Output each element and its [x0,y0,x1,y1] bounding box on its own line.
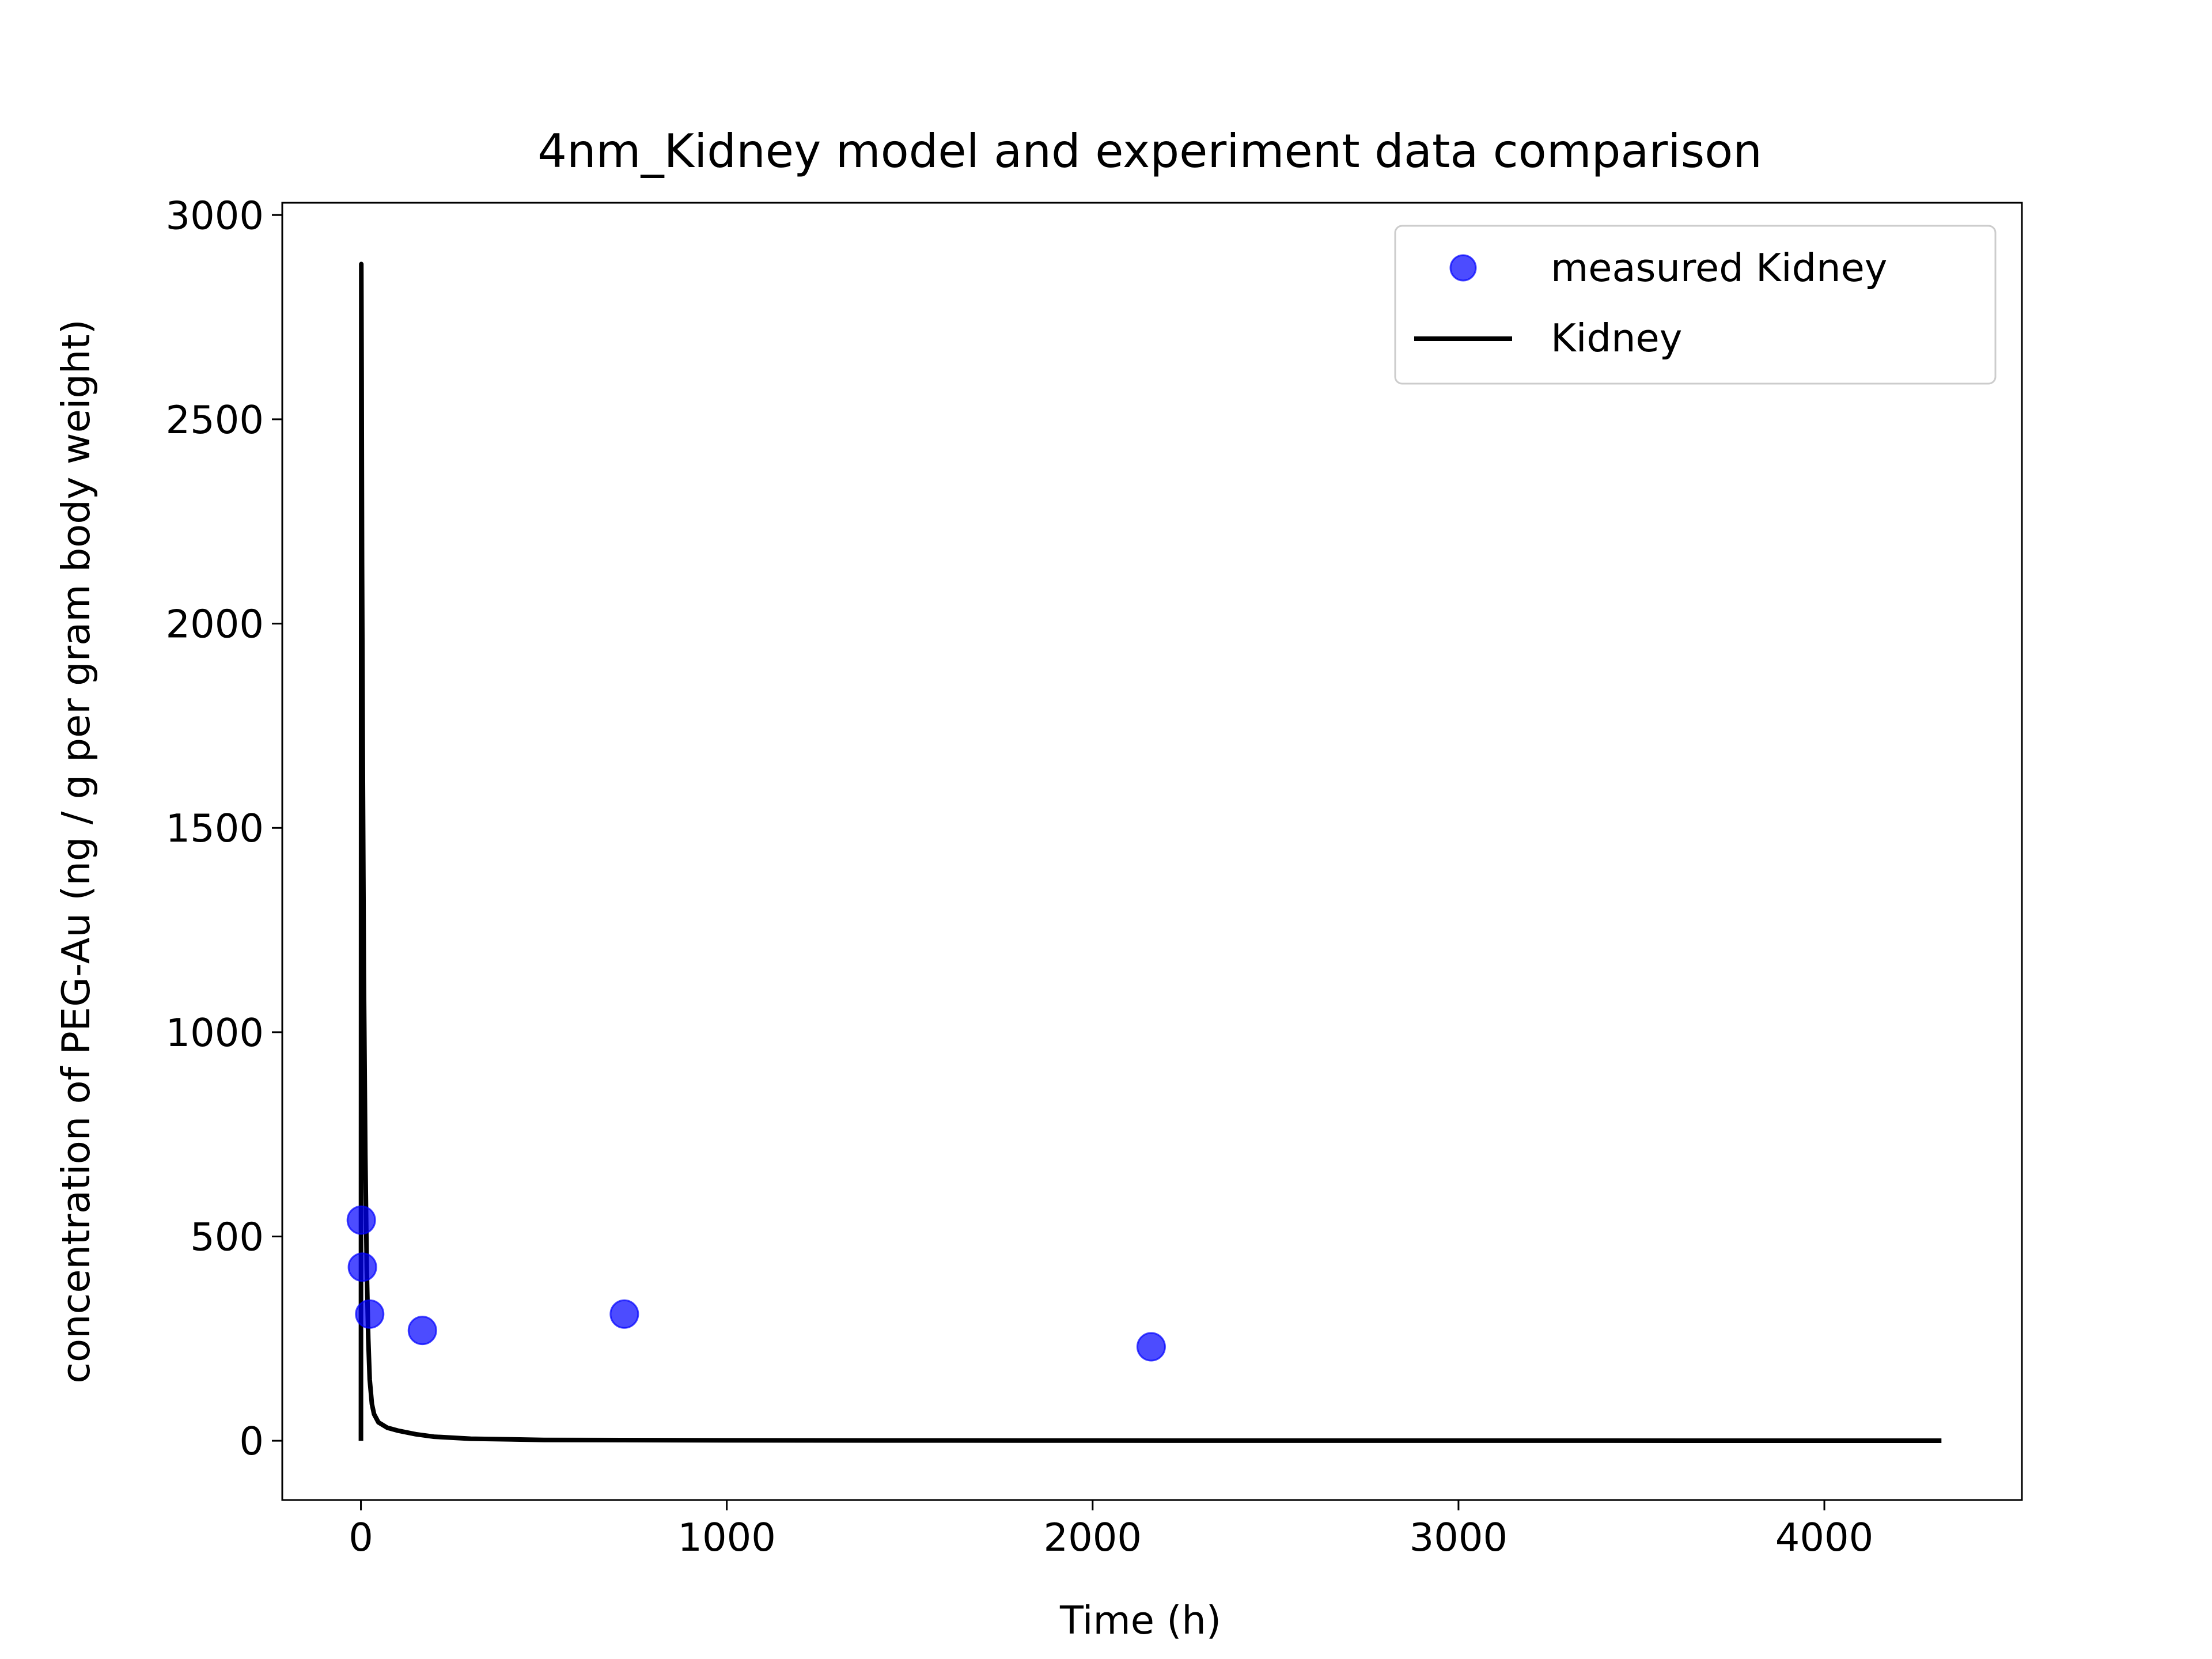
y-tick-label: 1500 [165,806,264,851]
legend: measured Kidney Kidney [1394,225,1997,385]
x-axis-title: Time (h) [1059,1598,1221,1643]
legend-marker-measured-kidney [1449,254,1477,282]
plot-background [282,203,2022,1500]
data-point-measured-kidney [347,1252,377,1282]
x-tick-label: 0 [349,1515,373,1560]
y-tick-label: 2000 [165,602,264,647]
x-tick-label: 2000 [1044,1515,1142,1560]
y-tick-label: 1000 [165,1010,264,1055]
x-tick-label: 4000 [1775,1515,1874,1560]
data-point-measured-kidney [407,1316,437,1346]
y-tick-label: 3000 [165,193,264,238]
model-line-layer [358,262,1942,1443]
x-tick-label: 1000 [677,1515,776,1560]
data-point-measured-kidney [346,1205,376,1235]
chart-title: 4nm_Kidney model and experiment data com… [537,124,1762,178]
data-point-measured-kidney [1136,1332,1166,1362]
y-tick-label: 500 [190,1215,264,1260]
data-point-measured-kidney [355,1299,385,1329]
legend-box [1394,225,1997,385]
y-axis: 0 500 1000 1500 2000 2500 3000 [165,193,282,1464]
y-axis-title: concentration of PEG-Au (ng / g per gram… [54,319,99,1384]
plot-area [282,203,2022,1500]
plot-frame [281,202,2023,1501]
legend-label-measured-kidney: measured Kidney [1551,245,1887,290]
x-tick-label: 3000 [1410,1515,1508,1560]
y-tick-label: 2500 [165,397,264,442]
measured-points-layer [346,1205,1166,1362]
legend-label-kidney: Kidney [1551,316,1682,361]
series-line-kidney [358,262,1942,1443]
y-tick-label: 0 [239,1419,264,1464]
x-axis: 0 1000 2000 3000 4000 [349,1500,1873,1560]
data-point-measured-kidney [609,1299,639,1329]
